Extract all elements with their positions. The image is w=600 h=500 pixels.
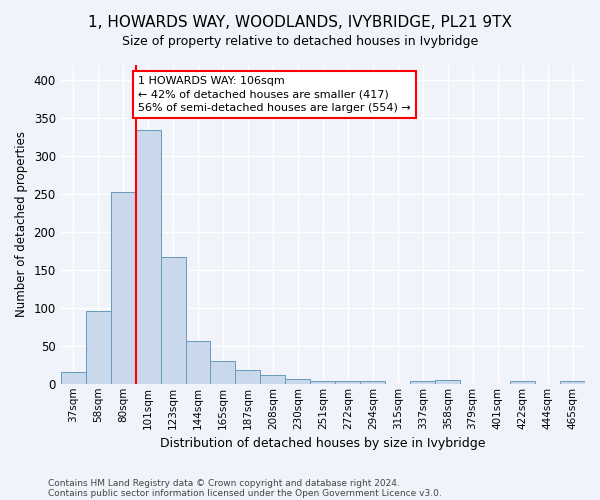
Bar bbox=[235, 370, 260, 384]
Bar bbox=[211, 361, 235, 384]
Bar bbox=[110, 192, 136, 384]
Bar bbox=[510, 382, 535, 384]
Bar bbox=[260, 374, 286, 384]
Bar bbox=[136, 130, 161, 384]
Text: Contains HM Land Registry data © Crown copyright and database right 2024.: Contains HM Land Registry data © Crown c… bbox=[48, 478, 400, 488]
Text: Contains public sector information licensed under the Open Government Licence v3: Contains public sector information licen… bbox=[48, 488, 442, 498]
Y-axis label: Number of detached properties: Number of detached properties bbox=[15, 132, 28, 318]
Bar bbox=[286, 379, 310, 384]
Bar bbox=[310, 380, 335, 384]
Text: 1, HOWARDS WAY, WOODLANDS, IVYBRIDGE, PL21 9TX: 1, HOWARDS WAY, WOODLANDS, IVYBRIDGE, PL… bbox=[88, 15, 512, 30]
Bar bbox=[61, 372, 86, 384]
Bar bbox=[410, 380, 435, 384]
Text: Size of property relative to detached houses in Ivybridge: Size of property relative to detached ho… bbox=[122, 35, 478, 48]
Bar bbox=[86, 311, 110, 384]
Bar bbox=[161, 257, 185, 384]
Bar bbox=[560, 382, 585, 384]
X-axis label: Distribution of detached houses by size in Ivybridge: Distribution of detached houses by size … bbox=[160, 437, 485, 450]
Bar bbox=[360, 382, 385, 384]
Text: 1 HOWARDS WAY: 106sqm
← 42% of detached houses are smaller (417)
56% of semi-det: 1 HOWARDS WAY: 106sqm ← 42% of detached … bbox=[138, 76, 411, 113]
Bar bbox=[435, 380, 460, 384]
Bar bbox=[185, 340, 211, 384]
Bar bbox=[335, 380, 360, 384]
